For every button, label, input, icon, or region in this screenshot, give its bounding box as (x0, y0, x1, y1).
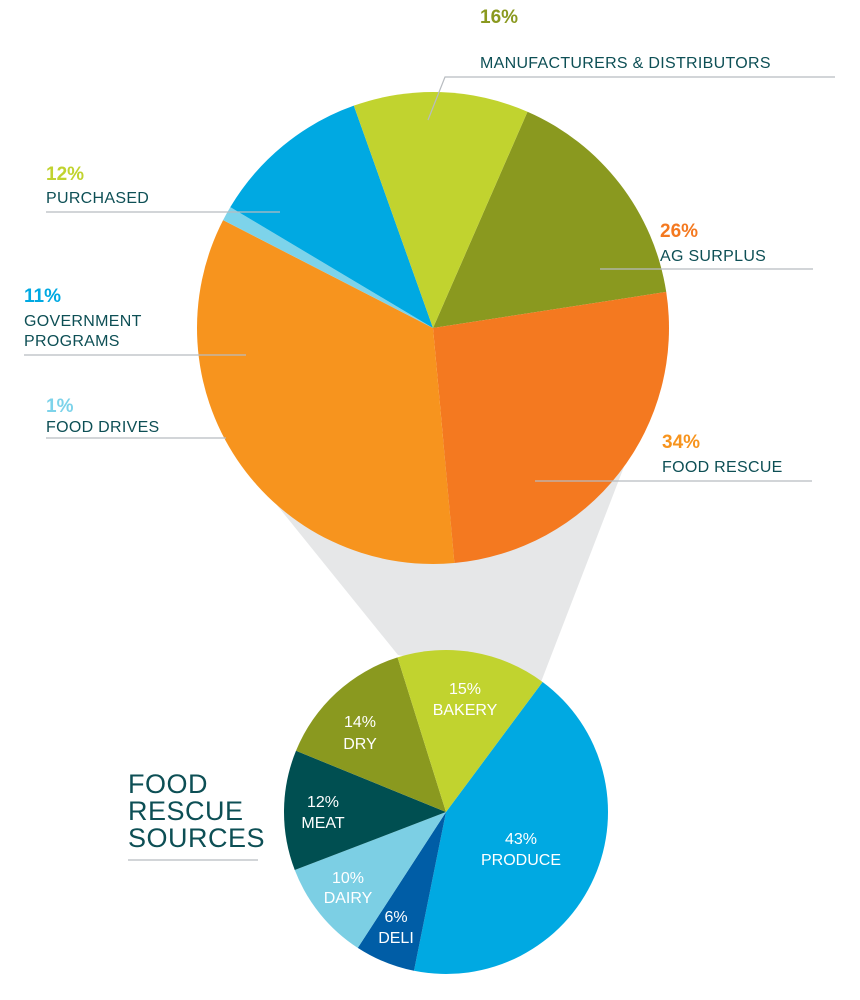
slice-manufacturers-distributors (433, 111, 667, 328)
pct-purchased: 12% (46, 164, 84, 185)
slice-produce (413, 681, 609, 974)
pct-dry: 14% (344, 714, 376, 731)
label-dry: DRY (343, 736, 377, 753)
slice-purchased (353, 92, 528, 328)
pct-food-drives: 1% (46, 396, 74, 417)
pct-ag-surplus: 26% (660, 221, 698, 242)
pct-produce: 43% (505, 831, 537, 848)
slice-government-programs (230, 105, 433, 328)
slice-dairy (294, 812, 446, 948)
slice-food-drives (223, 207, 433, 328)
slice-food-rescue (196, 220, 455, 565)
leader-line-manufacturers (427, 76, 835, 121)
label-purchased: PURCHASED (46, 190, 149, 207)
chart-title-line1: FOOD (128, 769, 208, 799)
slice-meat (284, 750, 446, 871)
pct-government: 11% (24, 286, 61, 307)
pct-manufacturers: 16% (480, 7, 518, 28)
label-food-drives: FOOD DRIVES (46, 419, 160, 436)
slice-ag-surplus (433, 291, 669, 564)
chart-title-line3: SOURCES (128, 823, 265, 853)
pct-dairy: 10% (332, 870, 364, 887)
pct-bakery: 15% (449, 681, 481, 698)
label-government-line1: GOVERNMENT (24, 313, 142, 330)
label-bakery: BAKERY (433, 702, 498, 719)
chart-title-line2: RESCUE (128, 796, 244, 826)
label-produce: PRODUCE (481, 852, 561, 869)
pct-food-rescue: 34% (662, 432, 700, 453)
main-pie (196, 92, 669, 565)
leader-lines (24, 76, 835, 861)
label-manufacturers: MANUFACTURERS & DISTRIBUTORS (480, 55, 771, 72)
pct-deli: 6% (384, 909, 407, 926)
label-dairy: DAIRY (324, 890, 373, 907)
slice-dry (296, 657, 446, 812)
slice-deli (357, 812, 446, 971)
label-deli: DELI (378, 930, 414, 947)
label-government-line2: PROGRAMS (24, 333, 120, 350)
label-meat: MEAT (301, 815, 344, 832)
label-ag-surplus: AG SURPLUS (660, 248, 766, 265)
label-food-rescue: FOOD RESCUE (662, 459, 783, 476)
slice-bakery (397, 650, 543, 812)
pct-meat: 12% (307, 794, 339, 811)
food-rescue-pie (284, 650, 609, 974)
